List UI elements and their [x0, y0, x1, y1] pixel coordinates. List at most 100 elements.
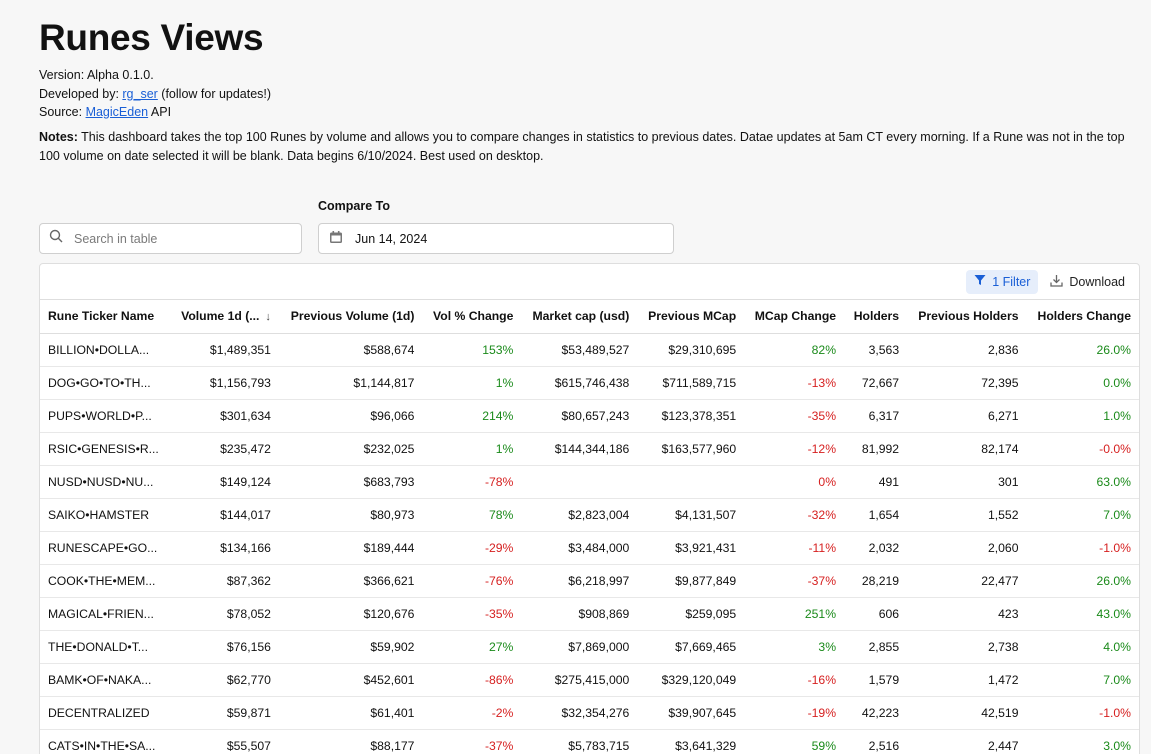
cell-previous-mcap: $259,095 [637, 597, 745, 631]
table-row[interactable]: DOG•GO•TO•TH... $1,156,793 $1,144,817 1% $61… [40, 366, 1139, 400]
cell-holders-change: 63.0% [1026, 465, 1139, 499]
cell-holders: 2,032 [844, 531, 908, 565]
cell-previous-volume: $232,025 [278, 432, 423, 466]
cell-vol-change: -29% [422, 531, 522, 565]
notes-paragraph: Notes: This dashboard takes the top 100 … [39, 128, 1129, 165]
download-button[interactable]: Download [1044, 270, 1131, 294]
cell-previous-holders: 1,552 [907, 498, 1027, 532]
cell-previous-holders: 423 [907, 597, 1027, 631]
cell-holders-change: 4.0% [1026, 630, 1139, 664]
cell-volume-1d: $59,871 [170, 696, 279, 730]
table-row[interactable]: RSIC•GENESIS•R... $235,472 $232,025 1% $144,… [40, 432, 1139, 466]
notes-text: This dashboard takes the top 100 Runes b… [39, 130, 1125, 163]
cell-market-cap: $6,218,997 [521, 564, 638, 598]
table-row[interactable]: CATS•IN•THE•SA... $55,507 $88,177 -37% $5,78… [40, 729, 1139, 754]
table-row[interactable]: COOK•THE•MEM... $87,362 $366,621 -76% $6,218… [40, 564, 1139, 598]
header-label: Volume 1d (... [181, 309, 260, 324]
cell-volume-1d: $149,124 [170, 465, 279, 499]
table-row[interactable]: BILLION•DOLLA... $1,489,351 $588,674 153% $5… [40, 333, 1139, 367]
download-icon [1050, 274, 1064, 290]
cell-rune-ticker: THE•DONALD•T... [40, 630, 171, 664]
cell-previous-volume: $61,401 [278, 696, 423, 730]
cell-mcap-change: -19% [744, 696, 845, 730]
table-row[interactable]: BAMK•OF•NAKA... $62,770 $452,601 -86% $275,4… [40, 663, 1139, 697]
cell-market-cap: $53,489,527 [521, 333, 638, 367]
download-label: Download [1069, 274, 1125, 289]
filter-icon [974, 274, 986, 289]
compare-date-picker[interactable]: Jun 14, 2024 [318, 223, 674, 254]
cell-rune-ticker: CATS•IN•THE•SA... [40, 729, 171, 754]
search-input[interactable]: Search in table [39, 223, 302, 254]
filter-button[interactable]: 1 Filter [966, 269, 1039, 294]
table-row[interactable]: DECENTRALIZED $59,871 $61,401 -2% $32,354,27… [40, 696, 1139, 730]
calendar-icon [329, 230, 343, 247]
header-volume-1d[interactable]: Volume 1d (... ↓ [170, 300, 279, 334]
cell-vol-change: -78% [422, 465, 522, 499]
compare-label: Compare To [318, 199, 390, 213]
source-suffix: API [148, 105, 172, 119]
source-link[interactable]: MagicEden [85, 105, 149, 119]
cell-previous-mcap: $3,641,329 [637, 729, 745, 754]
table-row[interactable]: THE•DONALD•T... $76,156 $59,902 27% $7,869,0… [40, 630, 1139, 664]
header-label: Vol % Change [433, 309, 514, 324]
cell-rune-ticker: RUNESCAPE•GO... [40, 531, 171, 565]
cell-previous-volume: $452,601 [278, 663, 423, 697]
cell-volume-1d: $134,166 [170, 531, 279, 565]
cell-previous-mcap: $711,589,715 [637, 366, 745, 400]
cell-holders-change: -1.0% [1026, 531, 1139, 565]
cell-volume-1d: $235,472 [170, 432, 279, 466]
cell-holders-change: 43.0% [1026, 597, 1139, 631]
header-label: Holders Change [1037, 309, 1131, 324]
cell-volume-1d: $87,362 [170, 564, 279, 598]
notes-label: Notes: [39, 130, 78, 144]
cell-previous-holders: 82,174 [907, 432, 1027, 466]
header-holders-change[interactable]: Holders Change [1026, 300, 1139, 334]
cell-holders-change: -0.0% [1026, 432, 1139, 466]
header-vol-change[interactable]: Vol % Change [422, 300, 522, 334]
cell-previous-volume: $96,066 [278, 399, 423, 433]
table-row[interactable]: PUPS•WORLD•P... $301,634 $96,066 214% $80,65… [40, 399, 1139, 433]
cell-mcap-change: -12% [744, 432, 845, 466]
cell-mcap-change: 251% [744, 597, 845, 631]
cell-holders-change: 1.0% [1026, 399, 1139, 433]
header-label: Holders [853, 309, 900, 324]
cell-holders: 42,223 [844, 696, 908, 730]
cell-previous-holders: 1,472 [907, 663, 1027, 697]
cell-holders-change: 0.0% [1026, 366, 1139, 400]
table-row[interactable]: RUNESCAPE•GO... $134,166 $189,444 -29% $3,48… [40, 531, 1139, 565]
cell-vol-change: 78% [422, 498, 522, 532]
header-label: Rune Ticker Name [48, 309, 155, 324]
cell-rune-ticker: BILLION•DOLLA... [40, 333, 171, 367]
header-previous-mcap[interactable]: Previous MCap [637, 300, 745, 334]
cell-previous-mcap: $329,120,049 [637, 663, 745, 697]
app-info: Version: Alpha 0.1.0. Developed by: rg_s… [39, 66, 271, 122]
cell-previous-mcap: $4,131,507 [637, 498, 745, 532]
cell-vol-change: -2% [422, 696, 522, 730]
cell-market-cap [521, 465, 638, 499]
table-row[interactable]: MAGICAL•FRIEN... $78,052 $120,676 -35% $908,… [40, 597, 1139, 631]
table-row[interactable]: SAIKO•HAMSTER $144,017 $80,973 78% $2,823,00… [40, 498, 1139, 532]
header-label: Market cap (usd) [532, 309, 630, 324]
cell-mcap-change: -32% [744, 498, 845, 532]
cell-market-cap: $3,484,000 [521, 531, 638, 565]
cell-holders: 1,654 [844, 498, 908, 532]
cell-market-cap: $908,869 [521, 597, 638, 631]
cell-rune-ticker: MAGICAL•FRIEN... [40, 597, 171, 631]
cell-volume-1d: $301,634 [170, 399, 279, 433]
cell-market-cap: $5,783,715 [521, 729, 638, 754]
runes-table: Rune Ticker Name Volume 1d (... ↓ Previou… [40, 300, 1139, 754]
header-mcap-change[interactable]: MCap Change [744, 300, 845, 334]
header-previous-holders[interactable]: Previous Holders [907, 300, 1027, 334]
cell-market-cap: $615,746,438 [521, 366, 638, 400]
header-previous-volume[interactable]: Previous Volume (1d) [278, 300, 423, 334]
header-rune-ticker[interactable]: Rune Ticker Name [40, 300, 171, 334]
cell-holders: 2,855 [844, 630, 908, 664]
cell-vol-change: 214% [422, 399, 522, 433]
developer-link[interactable]: rg_ser [122, 86, 158, 101]
header-market-cap[interactable]: Market cap (usd) [521, 300, 638, 334]
table-row[interactable]: NUSD•NUSD•NU... $149,124 $683,793 -78% 0% 491… [40, 465, 1139, 499]
cell-market-cap: $2,823,004 [521, 498, 638, 532]
version-text: Version: Alpha 0.1.0. [39, 68, 154, 82]
header-holders[interactable]: Holders [844, 300, 908, 334]
cell-volume-1d: $78,052 [170, 597, 279, 631]
